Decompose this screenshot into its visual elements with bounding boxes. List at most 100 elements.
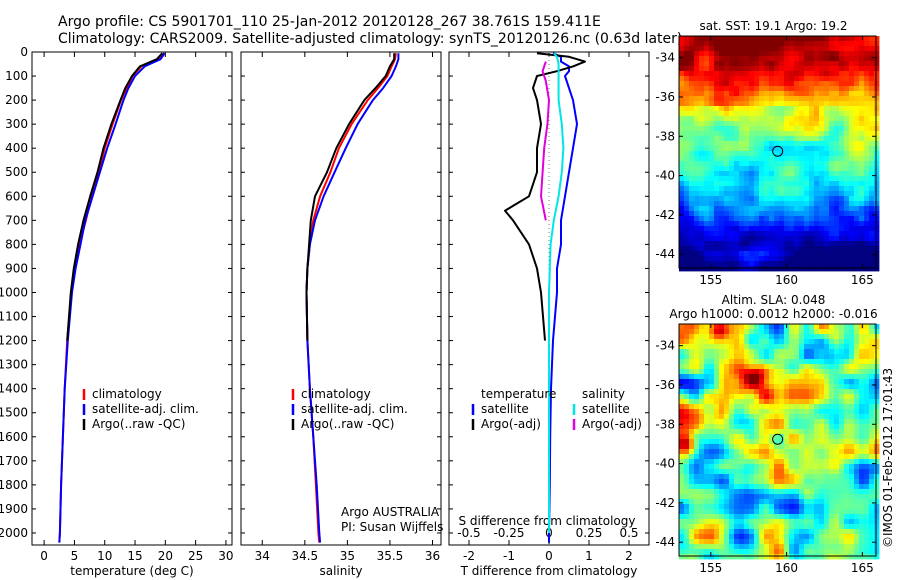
sla-map-cell <box>859 484 865 490</box>
sst-map-cell <box>739 186 745 192</box>
sst-map-cell <box>744 51 750 57</box>
sst-map-cell <box>814 236 820 242</box>
sst-map-cell <box>769 151 775 157</box>
sst-map-cell <box>764 116 770 122</box>
sst-map-cell <box>694 126 700 132</box>
sst-map-cell <box>759 131 765 137</box>
sla-map-cell <box>749 379 755 385</box>
sla-map-cell <box>809 424 815 430</box>
sst-map-cell <box>754 136 760 142</box>
sst-map-cell <box>759 266 765 272</box>
sst-map-cell <box>774 46 780 52</box>
sst-map-cell <box>689 216 695 222</box>
sla-map-cell <box>749 504 755 510</box>
sst-map-cell <box>844 146 850 152</box>
sst-map-cell <box>759 71 765 77</box>
sla-map-cell <box>764 529 770 535</box>
sla-map-cell <box>694 354 700 360</box>
sla-map-cell <box>769 389 775 395</box>
sst-map-cell <box>779 256 785 262</box>
sst-map-cell <box>824 56 830 62</box>
sla-map-cell <box>804 489 810 495</box>
sla-map-cell <box>849 399 855 405</box>
sla-map-cell <box>684 344 690 350</box>
sla-map-cell <box>814 374 820 380</box>
difference-xtick-label: -2 <box>463 549 475 563</box>
sst-map-cell <box>789 206 795 212</box>
sst-map-cell <box>769 141 775 147</box>
sla-map-cell <box>864 479 870 485</box>
sst-map-cell <box>844 231 850 237</box>
sla-map-cell <box>769 404 775 410</box>
sst-map-cell <box>844 56 850 62</box>
sst-map-cell <box>849 156 855 162</box>
sla-map-cell <box>809 459 815 465</box>
temperature-ytick-label: 400 <box>5 141 28 155</box>
sst-map-cell <box>774 206 780 212</box>
sst-map-cell <box>739 41 745 47</box>
sst-map-cell <box>779 156 785 162</box>
sla-map-cell <box>724 459 730 465</box>
sst-map-cell <box>819 121 825 127</box>
sla-map-cell <box>789 344 795 350</box>
sla-map-cell <box>839 399 845 405</box>
sst-map-cell <box>689 71 695 77</box>
salinity-series-satellite-adj-clim- <box>305 53 400 543</box>
sla-map-cell <box>839 364 845 370</box>
sla-map-cell <box>869 499 875 505</box>
sst-map-cell <box>754 111 760 117</box>
sst-map-cell <box>804 206 810 212</box>
sst-map-cell <box>779 76 785 82</box>
sst-map-cell <box>834 106 840 112</box>
sst-map-cell <box>749 96 755 102</box>
sla-map-cell <box>844 549 850 555</box>
sst-map-cell <box>789 261 795 267</box>
sst-map-cell <box>729 66 735 72</box>
sla-map-cell <box>744 509 750 515</box>
sla-map-cell <box>814 554 820 560</box>
sla-map-cell <box>739 434 745 440</box>
sla-map-cell <box>854 489 860 495</box>
difference-legend-label: satellite <box>481 402 529 416</box>
sst-map-cell <box>819 241 825 247</box>
sst-map-cell <box>779 101 785 107</box>
sla-map-cell <box>834 429 840 435</box>
sla-map-cell <box>699 394 705 400</box>
sst-map-cell <box>854 171 860 177</box>
sst-map-cell <box>864 101 870 107</box>
sst-map-cell <box>809 136 815 142</box>
sst-map-cell <box>744 201 750 207</box>
sst-map-cell <box>864 66 870 72</box>
sst-map-cell <box>739 121 745 127</box>
sst-map-cell <box>729 231 735 237</box>
sla-map-cell <box>724 354 730 360</box>
sla-map-cell <box>779 339 785 345</box>
sla-map-cell <box>859 499 865 505</box>
sst-map-cell <box>874 71 880 77</box>
sla-map-cell <box>709 359 715 365</box>
sla-map-cell <box>869 504 875 510</box>
sst-map-cell <box>874 206 880 212</box>
figure-title-line2: Climatology: CARS2009. Satellite-adjuste… <box>58 31 682 47</box>
sla-map-cell <box>774 334 780 340</box>
sst-map-cell <box>734 76 740 82</box>
sla-map-cell <box>779 479 785 485</box>
sla-map-cell <box>754 409 760 415</box>
sst-map-cell <box>679 71 685 77</box>
sla-map-cell <box>769 454 775 460</box>
sst-map-cell <box>799 126 805 132</box>
sst-map-cell <box>834 36 840 42</box>
sst-map-cell <box>774 106 780 112</box>
sla-map-cell <box>689 414 695 420</box>
sst-map-cell <box>874 81 880 87</box>
sla-map-cell <box>814 364 820 370</box>
sst-map-cell <box>764 76 770 82</box>
sla-map-cell <box>814 524 820 530</box>
sla-map-cell <box>734 539 740 545</box>
sla-map-cell <box>724 324 730 330</box>
sst-map-cell <box>679 136 685 142</box>
sla-map-cell <box>799 464 805 470</box>
sst-map-cell <box>749 136 755 142</box>
sst-map-cell <box>734 111 740 117</box>
